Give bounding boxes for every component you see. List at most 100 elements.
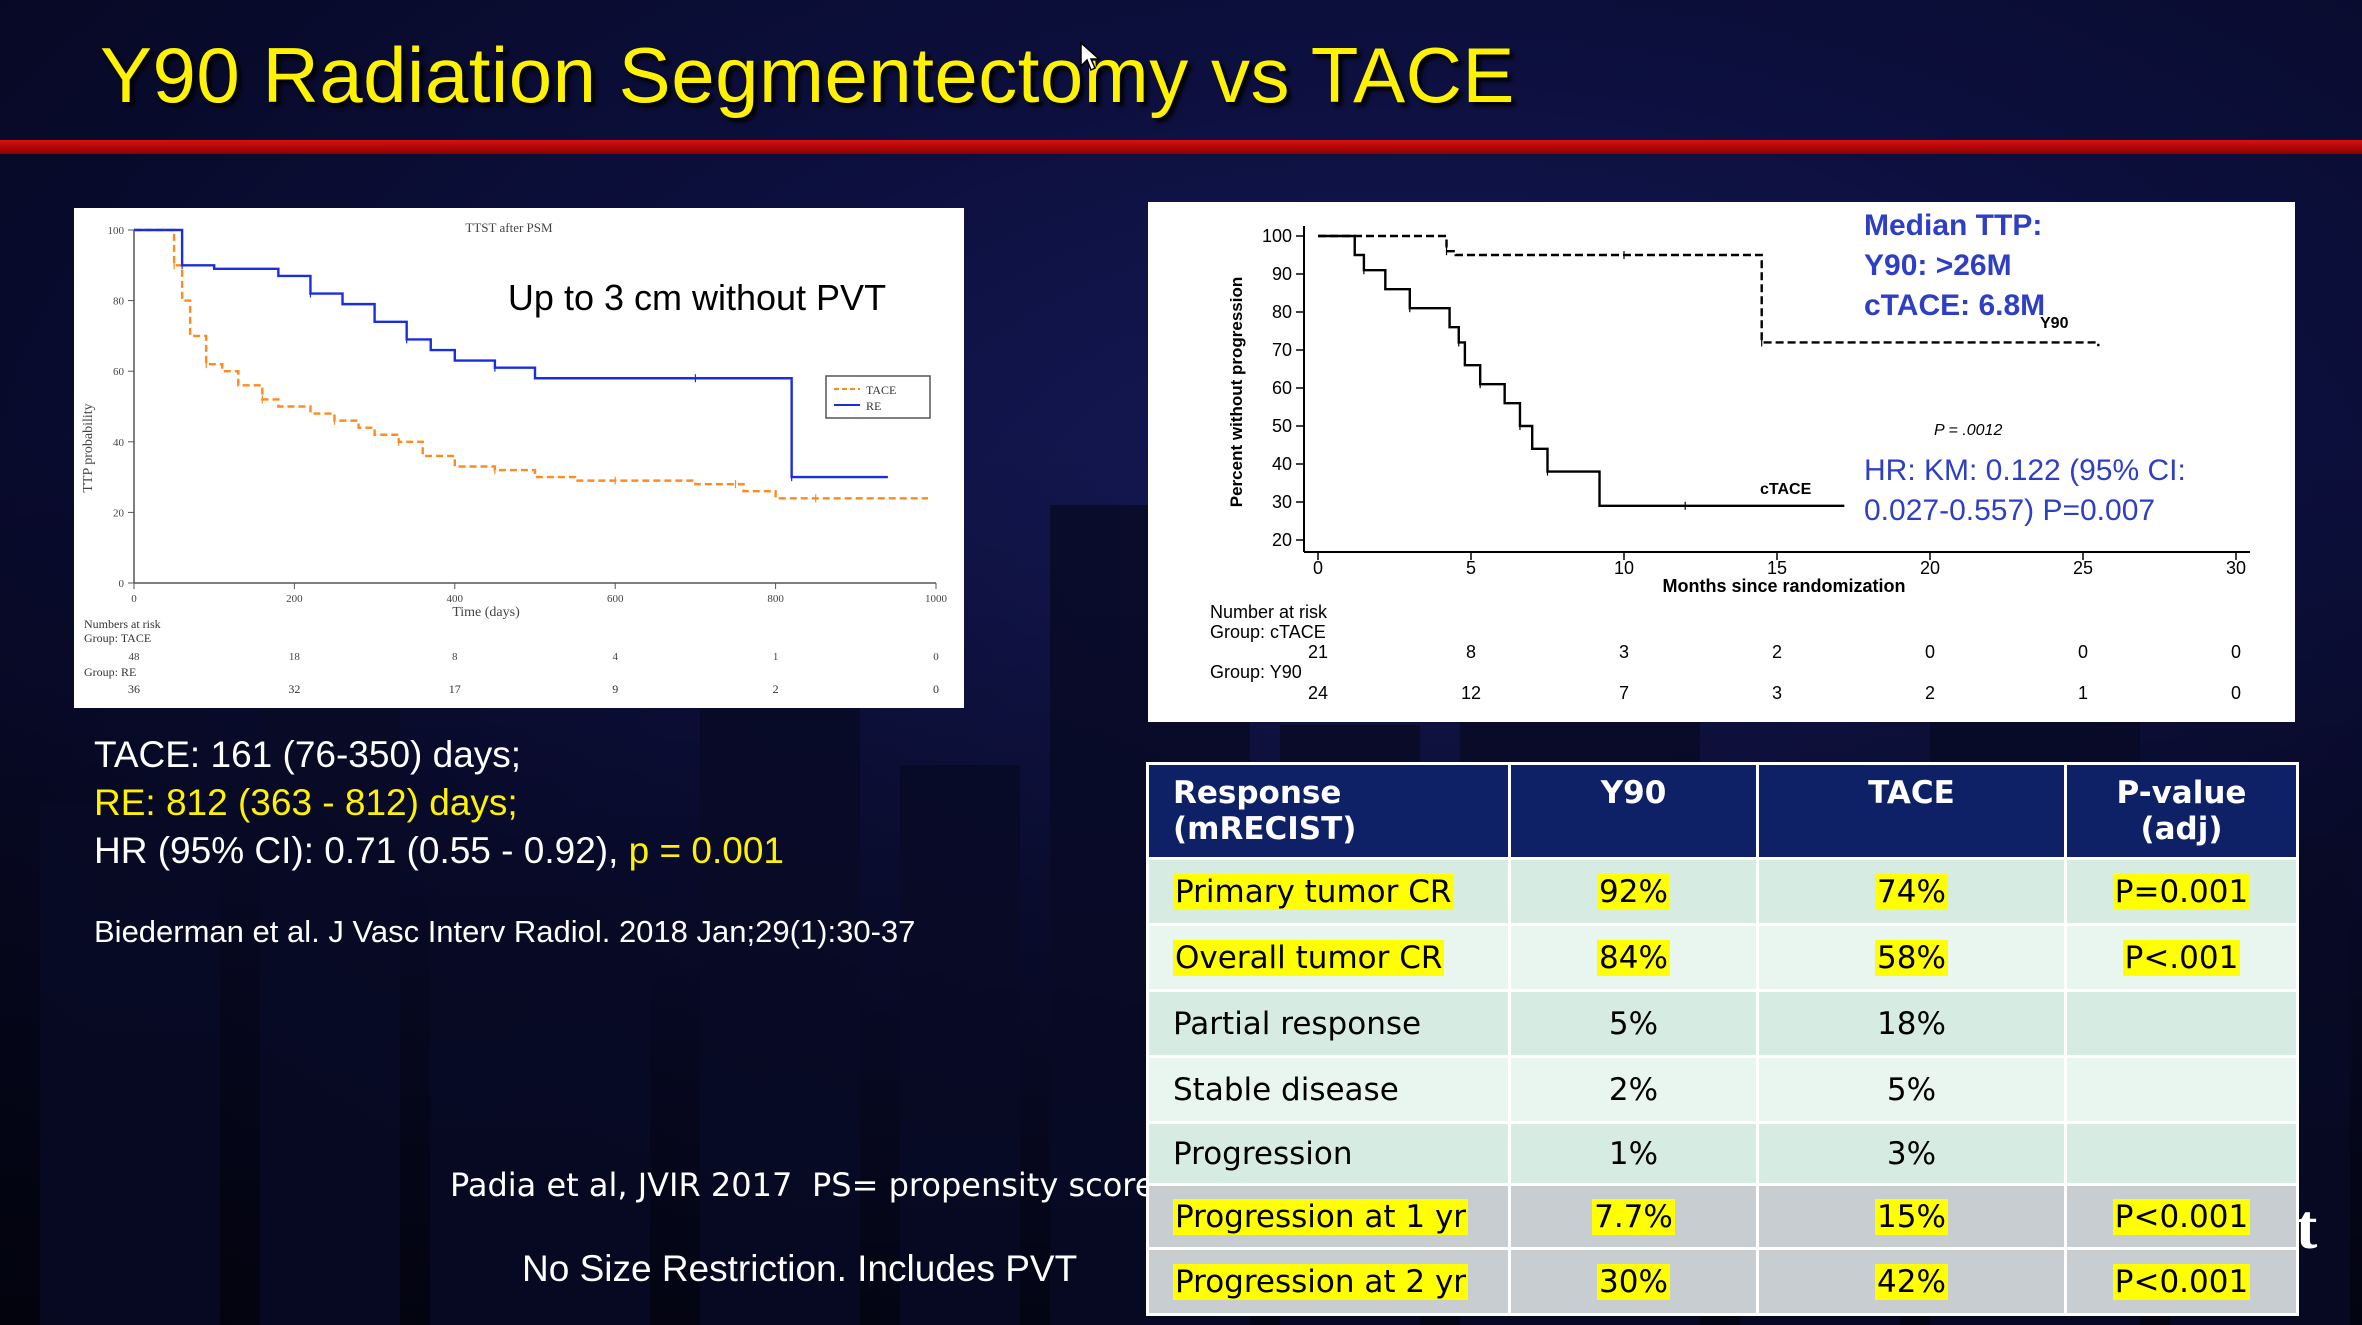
left-risk-value-tace: 8 — [452, 651, 458, 663]
row-tace: 74% — [1875, 873, 1948, 910]
left-series-tace — [134, 228, 928, 500]
left-y-tick-label: 0 — [119, 578, 125, 590]
right-y-tick-label: 30 — [1272, 492, 1292, 512]
right-risk-value-ctace: 21 — [1308, 642, 1328, 662]
response-table: Response (mRECIST) Y90 TACE P-value (adj)… — [1146, 762, 2299, 1316]
right-risk-value-ctace: 3 — [1619, 642, 1629, 662]
right-y-tick-label: 80 — [1272, 302, 1292, 322]
row-tace: 42% — [1875, 1263, 1948, 1300]
right-y-tick-label: 50 — [1272, 416, 1292, 436]
row-y90: 7.7% — [1592, 1198, 1675, 1235]
right-x-tick-label: 5 — [1466, 558, 1476, 578]
left-risk-group1: Group: TACE — [84, 631, 151, 645]
row-y90: 92% — [1597, 873, 1670, 910]
header-y90: Y90 — [1508, 762, 1759, 860]
right-x-tick-label: 10 — [1614, 558, 1634, 578]
row-tace: 58% — [1875, 939, 1948, 976]
hr-pvalue: p = 0.001 — [628, 830, 785, 871]
row-p: P<0.001 — [2112, 1198, 2251, 1235]
left-chart-xlabel: Time (days) — [452, 605, 520, 620]
left-y-tick-label: 20 — [113, 507, 125, 519]
row-label: Partial response — [1146, 989, 1511, 1058]
left-km-chart-panel: TTST after PSM Up to 3 cm without PVT TT… — [74, 208, 964, 708]
right-km-chart-panel: Percent without progression Months since… — [1148, 202, 2295, 722]
title-divider — [0, 140, 2362, 154]
right-y-tick-label: 60 — [1272, 378, 1292, 398]
table-row: Stable disease 2% 5% — [1146, 1055, 2299, 1124]
watermark-logo: t — [2296, 1191, 2318, 1262]
right-risk-value-ctace: 8 — [1466, 642, 1476, 662]
right-risk-value-ctace: 0 — [2231, 642, 2241, 662]
left-risk-group2: Group: RE — [84, 665, 136, 679]
table-row: Progression 1% 3% — [1146, 1121, 2299, 1186]
left-risk-value-re: 9 — [612, 682, 618, 696]
left-risk-value-re: 32 — [288, 682, 300, 696]
hr-text: HR (95% CI): 0.71 (0.55 - 0.92), — [94, 830, 629, 871]
right-risk-value-ctace: 2 — [1772, 642, 1782, 662]
table-header-row: Response (mRECIST) Y90 TACE P-value (adj) — [1146, 762, 2299, 860]
left-risk-value-tace: 18 — [289, 651, 301, 663]
right-x-tick-label: 15 — [1767, 558, 1787, 578]
row-tace: 3% — [1756, 1121, 2067, 1186]
right-risk-group2: Group: Y90 — [1210, 662, 1302, 682]
right-series-ctace — [1318, 234, 1845, 507]
row-y90: 1% — [1508, 1121, 1759, 1186]
left-chart-ylabel: TTP probability — [81, 403, 96, 492]
right-risk-value-y90: 0 — [2231, 683, 2241, 703]
row-label: Progression — [1146, 1121, 1511, 1186]
row-p — [2064, 989, 2299, 1058]
header-response: Response (mRECIST) — [1146, 762, 1511, 860]
logrank-pvalue: P = .0012 — [1934, 422, 2002, 439]
left-x-tick-label: 0 — [131, 593, 137, 605]
right-y-tick-label: 40 — [1272, 454, 1292, 474]
table-row: Progression at 1 yr 7.7% 15% P<0.001 — [1146, 1183, 2299, 1250]
row-p: P=0.001 — [2112, 873, 2251, 910]
row-label: Progression at 2 yr — [1173, 1263, 1469, 1300]
left-x-tick-label: 400 — [447, 593, 464, 605]
row-label: Overall tumor CR — [1173, 939, 1445, 976]
right-x-tick-label: 30 — [2226, 558, 2246, 578]
tace-median-line: TACE: 161 (76-350) days; — [94, 734, 522, 775]
left-y-tick-label: 100 — [108, 225, 125, 237]
row-tace: 5% — [1756, 1055, 2067, 1124]
left-x-tick-label: 800 — [767, 593, 784, 605]
median-ttp-ctace: cTACE: 6.8M — [1864, 289, 2045, 322]
left-x-tick-label: 200 — [286, 593, 303, 605]
row-label: Progression at 1 yr — [1173, 1198, 1469, 1235]
row-y90: 30% — [1597, 1263, 1670, 1300]
right-risk-value-y90: 12 — [1461, 683, 1481, 703]
left-x-tick-label: 600 — [607, 593, 624, 605]
row-p — [2064, 1055, 2299, 1124]
right-risk-value-y90: 1 — [2078, 683, 2088, 703]
row-y90: 5% — [1508, 989, 1759, 1058]
row-label: Stable disease — [1146, 1055, 1511, 1124]
table-row: Progression at 2 yr 30% 42% P<0.001 — [1146, 1247, 2299, 1316]
right-risk-value-y90: 3 — [1772, 683, 1782, 703]
right-risk-value-y90: 7 — [1619, 683, 1629, 703]
left-risk-value-tace: 1 — [773, 651, 779, 663]
right-y-tick-label: 20 — [1272, 530, 1292, 550]
right-km-chart: Percent without progression Months since… — [1210, 209, 2250, 703]
left-risk-value-tace: 0 — [933, 651, 939, 663]
left-km-chart: TTST after PSM Up to 3 cm without PVT TT… — [81, 220, 948, 696]
left-risk-value-re: 0 — [933, 682, 939, 696]
left-chart-legend: TACE RE — [825, 375, 931, 419]
row-y90: 84% — [1597, 939, 1670, 976]
table-row: Partial response 5% 18% — [1146, 989, 2299, 1058]
hr-line: HR (95% CI): 0.71 (0.55 - 0.92), p = 0.0… — [94, 830, 784, 872]
hr-line2: 0.027-0.557) P=0.007 — [1864, 494, 2155, 527]
hr-line1: HR: KM: 0.122 (95% CI: — [1864, 454, 2186, 487]
citation-padia: Padia et al, JVIR 2017 — [450, 1166, 793, 1204]
row-p: P<.001 — [2122, 939, 2241, 976]
left-chart-annotation: Up to 3 cm without PVT — [508, 277, 886, 318]
header-pvalue-line1: P-value — [2116, 775, 2247, 811]
left-risk-value-tace: 4 — [612, 651, 618, 663]
right-chart-series — [1318, 234, 2100, 510]
table-row: Primary tumor CR 92% 74% P=0.001 — [1146, 857, 2299, 926]
median-ttp-title: Median TTP: — [1864, 209, 2042, 242]
right-x-tick-label: 20 — [1920, 558, 1940, 578]
right-chart-xlabel: Months since randomization — [1662, 576, 1905, 596]
legend-tace: TACE — [866, 383, 896, 397]
right-chart-axes: 100 90 80 70 60 50 40 30 20 0 5 10 15 20 25 30 — [1262, 226, 2250, 578]
